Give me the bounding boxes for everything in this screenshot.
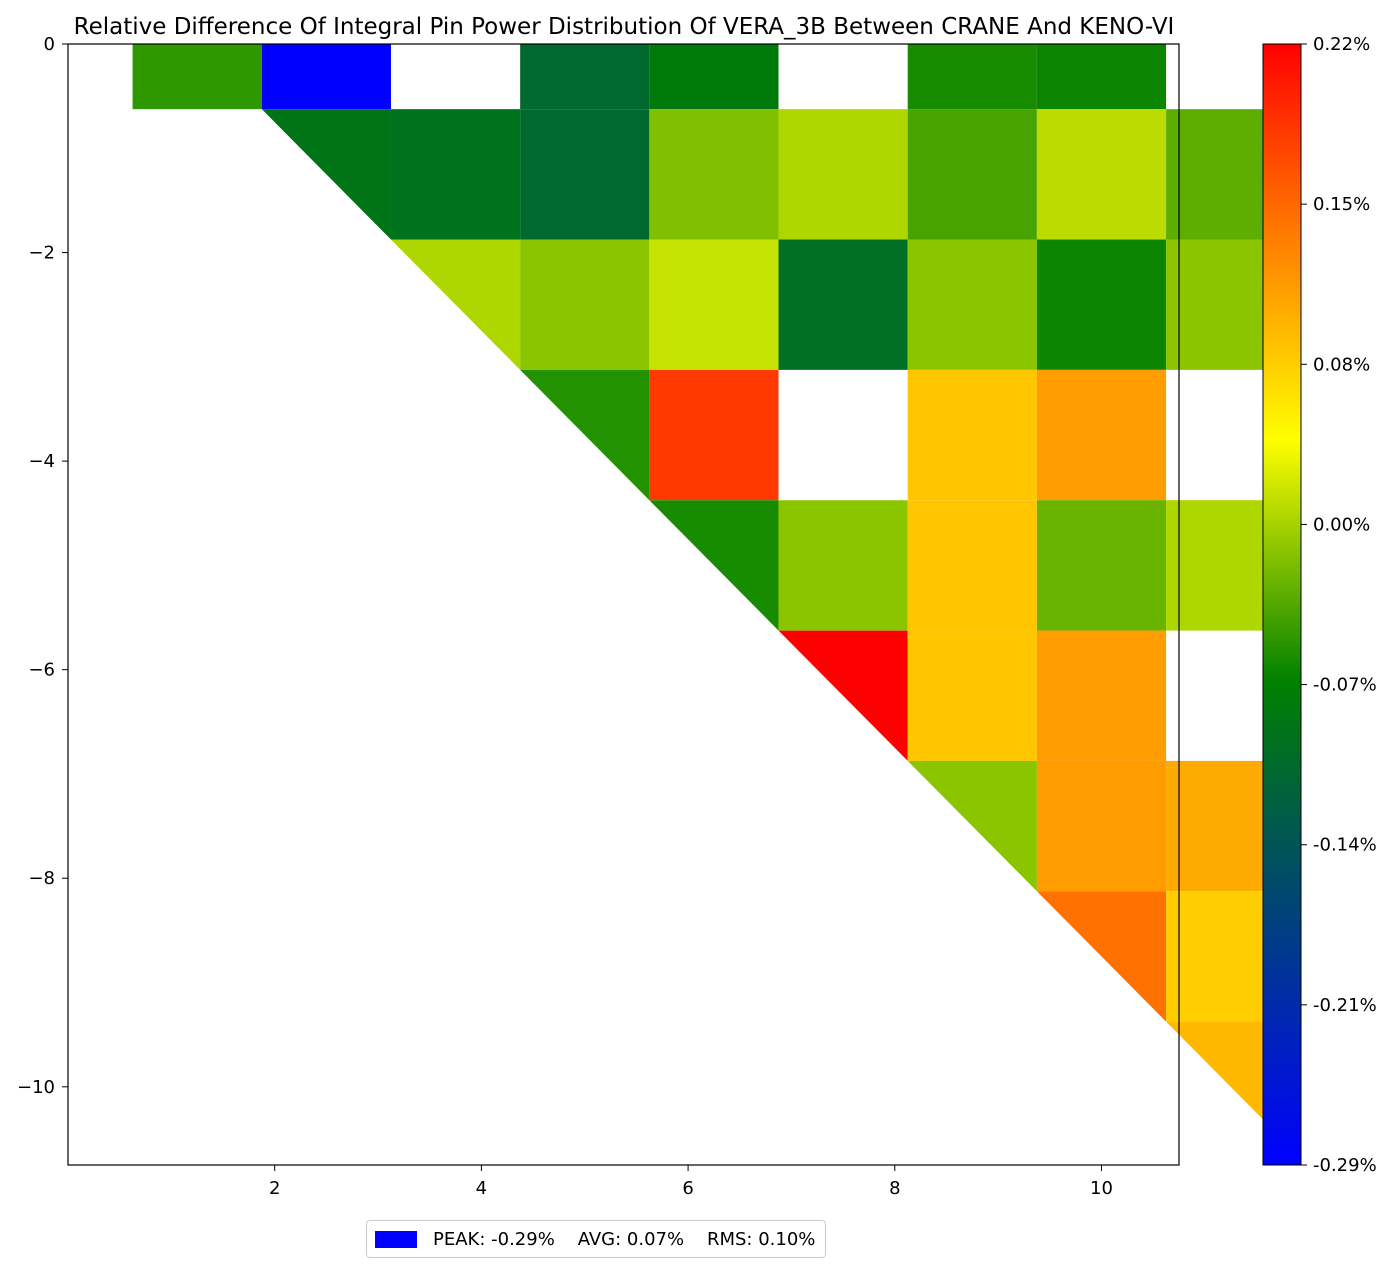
heatmap-cell bbox=[778, 630, 908, 761]
heatmap-cell bbox=[132, 44, 262, 110]
y-tick-label: 0 bbox=[44, 34, 55, 55]
heatmap-cell bbox=[907, 500, 1037, 631]
y-tick-label: −8 bbox=[28, 868, 55, 889]
heatmap-cell bbox=[520, 369, 650, 501]
x-tick-label: 2 bbox=[269, 1178, 280, 1199]
heatmap-cell bbox=[1036, 44, 1167, 110]
heatmap-cell bbox=[1036, 630, 1167, 761]
heatmap-cell bbox=[907, 239, 1037, 370]
heatmap-cell bbox=[649, 239, 779, 370]
y-tick-label: −4 bbox=[28, 451, 55, 472]
x-tick-label: 10 bbox=[1090, 1178, 1113, 1199]
colorbar-tick-label: -0.21% bbox=[1313, 995, 1377, 1016]
heatmap-cell bbox=[778, 500, 908, 631]
x-tick-label: 4 bbox=[476, 1178, 487, 1199]
chart-title: Relative Difference Of Integral Pin Powe… bbox=[74, 14, 1175, 40]
heatmap-cell bbox=[649, 369, 779, 501]
colorbar-tick-label: 0.22% bbox=[1313, 34, 1370, 55]
heatmap-cell bbox=[520, 109, 650, 240]
y-tick-label: −6 bbox=[28, 660, 55, 681]
heatmap-cell bbox=[1036, 369, 1167, 501]
heatmap-cell bbox=[261, 109, 391, 240]
colorbar-axis: 0.22% 0.15% 0.08% 0.00% -0.07% -0.14% -0.21% -0… bbox=[1301, 34, 1377, 1176]
heatmap-cell bbox=[907, 44, 1037, 110]
y-axis: 0 −2 −4 −6 −8 −10 bbox=[17, 34, 68, 1098]
stats-legend: PEAK: -0.29% AVG: 0.07% RMS: 0.10% bbox=[366, 1220, 827, 1258]
heatmap-cell bbox=[1036, 760, 1167, 892]
x-axis: 2 4 6 8 10 bbox=[269, 1165, 1113, 1199]
y-tick-label: −10 bbox=[17, 1077, 55, 1098]
y-tick-label: −2 bbox=[28, 243, 55, 264]
colorbar-tick-label: -0.29% bbox=[1313, 1155, 1377, 1176]
heatmap-cell bbox=[907, 630, 1037, 761]
heatmap-cell bbox=[1036, 239, 1167, 370]
heatmap-cell bbox=[390, 239, 521, 370]
heatmap-cell bbox=[520, 239, 650, 370]
heatmap-cell bbox=[1036, 891, 1167, 1022]
heatmap-cell bbox=[907, 109, 1037, 240]
heatmap-cell bbox=[907, 760, 1037, 892]
heatmap-cell bbox=[649, 109, 779, 240]
legend-text: PEAK: -0.29% AVG: 0.07% RMS: 0.10% bbox=[433, 1228, 816, 1250]
x-tick-label: 8 bbox=[889, 1178, 900, 1199]
colorbar-tick-label: 0.15% bbox=[1313, 194, 1370, 215]
heatmap-cell bbox=[261, 44, 391, 110]
colorbar-tick-label: 0.08% bbox=[1313, 354, 1370, 375]
legend-swatch bbox=[375, 1230, 417, 1248]
x-tick-label: 6 bbox=[682, 1178, 693, 1199]
plot-frame bbox=[67, 43, 1180, 1166]
heatmap-cell bbox=[778, 239, 908, 370]
heatmap-cell bbox=[649, 500, 779, 631]
heatmap-cell bbox=[520, 44, 650, 110]
colorbar bbox=[1262, 43, 1302, 1166]
heatmap-cell bbox=[907, 369, 1037, 501]
heatmap-cell bbox=[649, 44, 779, 110]
heatmap-cell bbox=[778, 109, 908, 240]
colorbar-tick-label: 0.00% bbox=[1313, 514, 1370, 535]
colorbar-tick-label: -0.14% bbox=[1313, 835, 1377, 856]
heatmap-cell bbox=[1036, 109, 1167, 240]
colorbar-tick-label: -0.07% bbox=[1313, 675, 1377, 696]
heatmap-cell bbox=[1036, 500, 1167, 631]
heatmap-cell bbox=[390, 109, 521, 240]
heatmap-cells bbox=[132, 44, 1296, 1152]
